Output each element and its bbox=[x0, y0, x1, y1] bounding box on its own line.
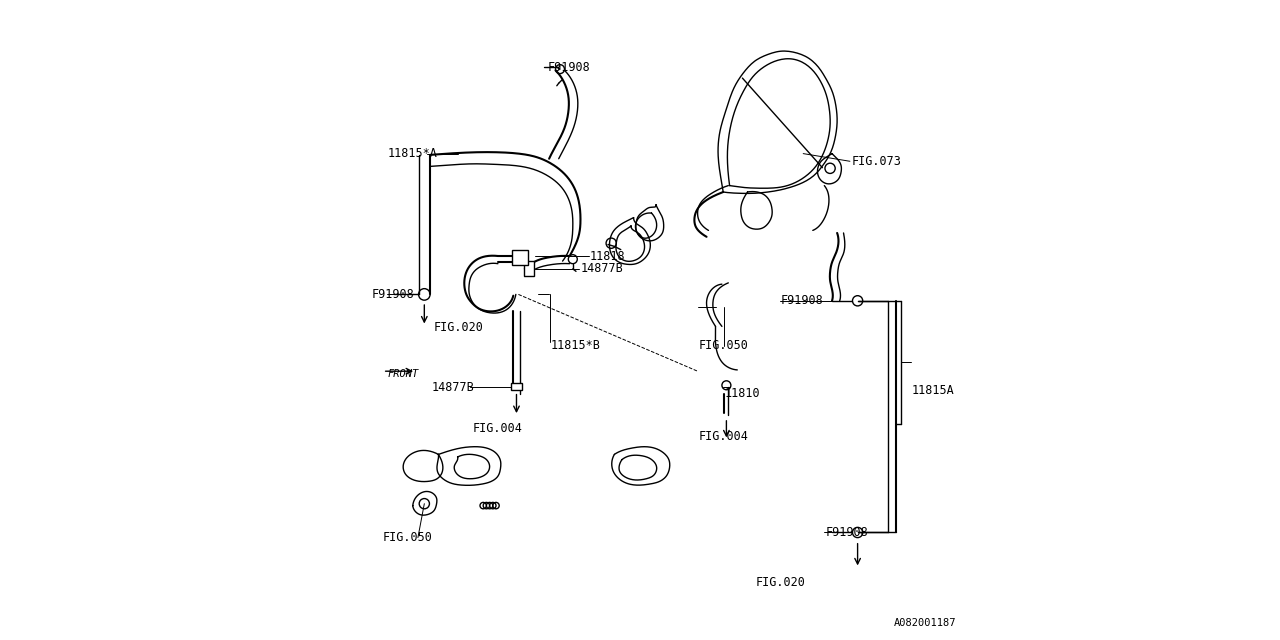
Bar bbox=[512, 383, 522, 390]
Bar bbox=[524, 261, 534, 276]
Text: FIG.073: FIG.073 bbox=[851, 155, 901, 168]
Text: 11815A: 11815A bbox=[911, 384, 955, 397]
Text: FRONT: FRONT bbox=[387, 369, 419, 380]
Text: FIG.004: FIG.004 bbox=[699, 430, 749, 443]
Text: FIG.004: FIG.004 bbox=[472, 422, 522, 435]
Text: FIG.050: FIG.050 bbox=[699, 339, 749, 352]
Text: 11815*A: 11815*A bbox=[387, 147, 436, 160]
Text: 14877B: 14877B bbox=[433, 381, 475, 394]
Text: F91908: F91908 bbox=[781, 294, 823, 307]
Text: FIG.020: FIG.020 bbox=[434, 321, 484, 334]
Text: 14877B: 14877B bbox=[581, 262, 623, 275]
Text: 11818: 11818 bbox=[590, 250, 626, 262]
Text: 11810: 11810 bbox=[724, 387, 760, 400]
Text: 11815*B: 11815*B bbox=[550, 339, 600, 352]
Text: A082001187: A082001187 bbox=[895, 618, 957, 628]
Text: FIG.020: FIG.020 bbox=[755, 576, 805, 589]
Text: F91908: F91908 bbox=[826, 526, 868, 539]
Text: FIG.050: FIG.050 bbox=[383, 531, 433, 544]
FancyBboxPatch shape bbox=[512, 250, 529, 265]
Text: F91908: F91908 bbox=[371, 288, 413, 301]
Text: F91908: F91908 bbox=[548, 61, 590, 74]
